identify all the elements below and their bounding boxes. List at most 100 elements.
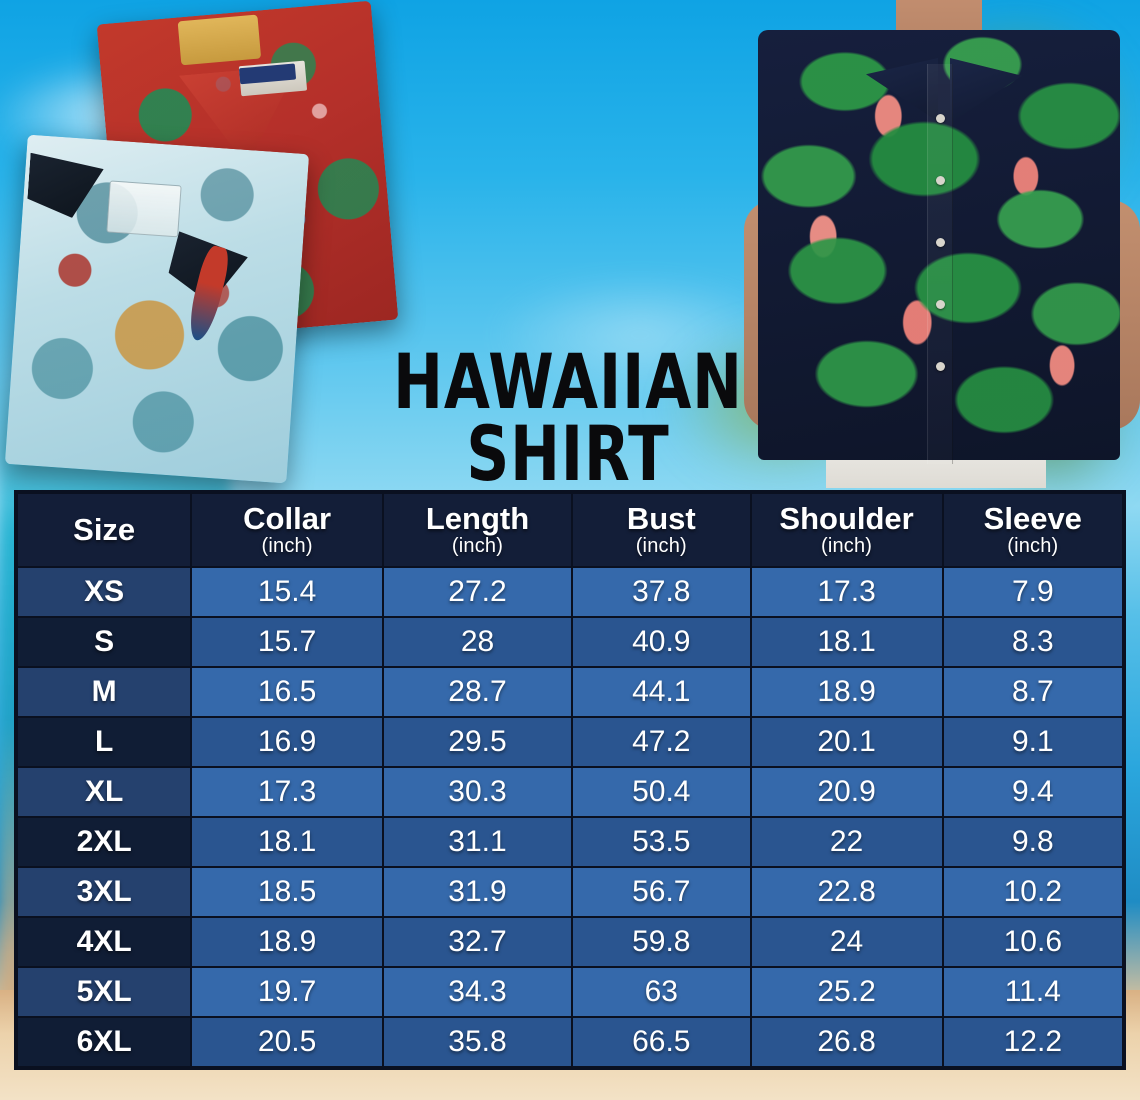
cell-collar: 20.5 — [192, 1018, 382, 1066]
cell-shoulder: 18.9 — [751, 668, 942, 716]
column-label: Sleeve — [983, 501, 1082, 536]
table-row: 4XL 18.9 32.7 59.8 24 10.6 — [18, 918, 1122, 966]
cell-shoulder: 26.8 — [751, 1018, 942, 1066]
cell-shoulder: 18.1 — [751, 618, 942, 666]
shirt-button — [936, 300, 945, 309]
table-header: Size Collar (inch) Length (inch) Bust (i… — [18, 494, 1122, 566]
table-row: 6XL 20.5 35.8 66.5 26.8 12.2 — [18, 1018, 1122, 1066]
column-label: Length — [425, 501, 530, 536]
blue-hawaiian-shirt — [4, 134, 310, 484]
cell-collar: 16.5 — [192, 668, 382, 716]
cell-shoulder: 17.3 — [751, 568, 942, 616]
cell-sleeve: 10.2 — [943, 868, 1122, 916]
cell-sleeve: 11.4 — [943, 968, 1122, 1016]
shirt-button — [936, 362, 945, 371]
cell-size: S — [18, 618, 191, 666]
cell-collar: 16.9 — [192, 718, 382, 766]
cell-shoulder: 22 — [751, 818, 942, 866]
column-unit: (inch) — [261, 534, 313, 557]
column-header-bust: Bust (inch) — [573, 494, 750, 566]
shirt-collar — [26, 153, 104, 220]
cell-size: M — [18, 668, 191, 716]
cell-collar: 15.4 — [192, 568, 382, 616]
cell-sleeve: 8.3 — [943, 618, 1122, 666]
table-row: M 16.5 28.7 44.1 18.9 8.7 — [18, 668, 1122, 716]
cell-length: 28.7 — [383, 668, 572, 716]
table-row: 2XL 18.1 31.1 53.5 22 9.8 — [18, 818, 1122, 866]
cell-shoulder: 22.8 — [751, 868, 942, 916]
cell-bust: 40.9 — [573, 618, 750, 666]
table-header-row: Size Collar (inch) Length (inch) Bust (i… — [18, 494, 1122, 566]
cell-length: 27.2 — [383, 568, 572, 616]
cell-length: 32.7 — [383, 918, 572, 966]
cell-length: 31.1 — [383, 818, 572, 866]
column-label: Bust — [626, 501, 696, 536]
shirt-pocket — [105, 180, 182, 238]
cell-bust: 66.5 — [573, 1018, 750, 1066]
table-row: XL 17.3 30.3 50.4 20.9 9.4 — [18, 768, 1122, 816]
cell-length: 28 — [383, 618, 572, 666]
table-body: XS 15.4 27.2 37.8 17.3 7.9 S 15.7 28 40.9 18.1 8.3 M… — [18, 568, 1122, 1066]
cell-bust: 44.1 — [573, 668, 750, 716]
cell-shoulder: 25.2 — [751, 968, 942, 1016]
shirt-collar-right — [950, 58, 1022, 124]
cell-bust: 56.7 — [573, 868, 750, 916]
cell-sleeve: 9.1 — [943, 718, 1122, 766]
shirt-brand-tag — [177, 14, 262, 66]
cell-size: 4XL — [18, 918, 191, 966]
table-row: XS 15.4 27.2 37.8 17.3 7.9 — [18, 568, 1122, 616]
column-label: Collar — [243, 501, 332, 536]
cell-length: 30.3 — [383, 768, 572, 816]
cell-sleeve: 9.4 — [943, 768, 1122, 816]
column-header-length: Length (inch) — [383, 494, 572, 566]
table-row: 3XL 18.5 31.9 56.7 22.8 10.2 — [18, 868, 1122, 916]
cell-sleeve: 9.8 — [943, 818, 1122, 866]
cell-shoulder: 24 — [751, 918, 942, 966]
cell-sleeve: 8.7 — [943, 668, 1122, 716]
cell-length: 34.3 — [383, 968, 572, 1016]
size-chart-table: Size Collar (inch) Length (inch) Bust (i… — [14, 490, 1126, 1070]
cell-shoulder: 20.1 — [751, 718, 942, 766]
cell-bust: 37.8 — [573, 568, 750, 616]
cell-size: 2XL — [18, 818, 191, 866]
cell-collar: 18.1 — [192, 818, 382, 866]
cell-length: 31.9 — [383, 868, 572, 916]
cell-bust: 47.2 — [573, 718, 750, 766]
cell-bust: 63 — [573, 968, 750, 1016]
size-table: Size Collar (inch) Length (inch) Bust (i… — [16, 492, 1124, 1068]
column-header-shoulder: Shoulder (inch) — [751, 494, 942, 566]
column-label: Shoulder — [779, 501, 914, 536]
cell-bust: 53.5 — [573, 818, 750, 866]
cell-shoulder: 20.9 — [751, 768, 942, 816]
cell-length: 29.5 — [383, 718, 572, 766]
page-title: HAWAIIAN SHIRT — [393, 339, 743, 500]
cell-size: 3XL — [18, 868, 191, 916]
cell-collar: 18.9 — [192, 918, 382, 966]
cell-size: 6XL — [18, 1018, 191, 1066]
cell-collar: 19.7 — [192, 968, 382, 1016]
shirt-button-placket — [927, 64, 954, 464]
cell-sleeve: 10.6 — [943, 918, 1122, 966]
table-row: 5XL 19.7 34.3 63 25.2 11.4 — [18, 968, 1122, 1016]
cell-collar: 17.3 — [192, 768, 382, 816]
cell-size: XL — [18, 768, 191, 816]
cell-size: L — [18, 718, 191, 766]
column-header-collar: Collar (inch) — [192, 494, 382, 566]
table-row: L 16.9 29.5 47.2 20.1 9.1 — [18, 718, 1122, 766]
column-unit: (inch) — [820, 534, 873, 557]
shirt-button — [936, 238, 945, 247]
cell-size: 5XL — [18, 968, 191, 1016]
model-photo — [740, 0, 1140, 488]
cell-bust: 50.4 — [573, 768, 750, 816]
shirt-button — [936, 176, 945, 185]
cell-sleeve: 12.2 — [943, 1018, 1122, 1066]
table-row: S 15.7 28 40.9 18.1 8.3 — [18, 618, 1122, 666]
cell-collar: 18.5 — [192, 868, 382, 916]
column-unit: (inch) — [1007, 534, 1059, 557]
cell-bust: 59.8 — [573, 918, 750, 966]
column-unit: (inch) — [451, 534, 504, 557]
cell-collar: 15.7 — [192, 618, 382, 666]
column-unit: (inch) — [635, 534, 687, 557]
column-header-size: Size — [18, 494, 191, 566]
cell-sleeve: 7.9 — [943, 568, 1122, 616]
